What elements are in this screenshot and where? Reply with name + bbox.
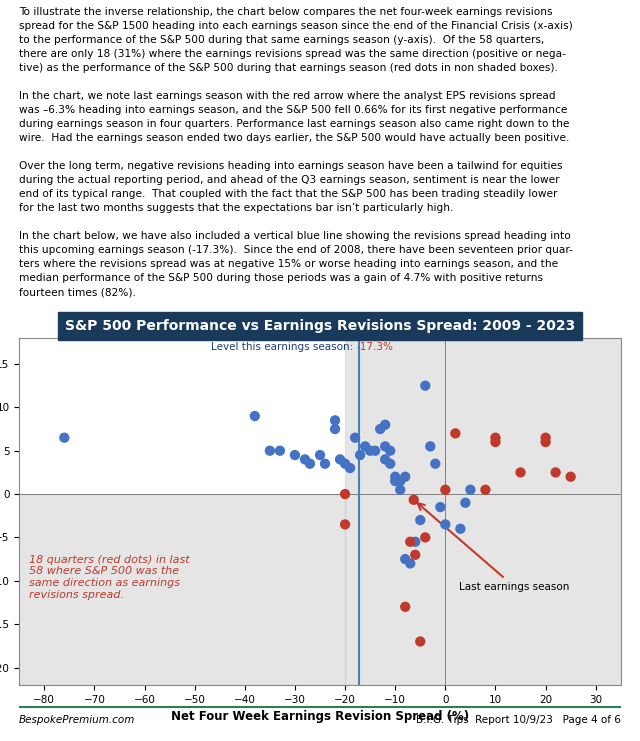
Point bbox=[330, 423, 340, 435]
Point bbox=[340, 519, 350, 531]
Point bbox=[350, 432, 360, 444]
Point bbox=[440, 519, 451, 531]
Point bbox=[400, 554, 410, 565]
Point bbox=[370, 445, 380, 456]
Text: BespokePremium.com: BespokePremium.com bbox=[19, 715, 136, 725]
Point bbox=[385, 445, 396, 456]
Point bbox=[380, 440, 390, 452]
Point bbox=[420, 379, 430, 391]
Point bbox=[415, 514, 426, 526]
Text: Last earnings season: Last earnings season bbox=[418, 503, 569, 591]
Text: To illustrate the inverse relationship, the chart below compares the net four-we: To illustrate the inverse relationship, … bbox=[19, 7, 573, 297]
Point bbox=[380, 453, 390, 465]
Point bbox=[335, 453, 345, 465]
Point bbox=[566, 471, 576, 482]
Point bbox=[390, 471, 401, 482]
Point bbox=[540, 432, 550, 444]
Point bbox=[400, 471, 410, 482]
Point bbox=[340, 488, 350, 500]
Point bbox=[385, 458, 396, 470]
Point bbox=[265, 445, 275, 456]
Point bbox=[330, 414, 340, 426]
Point bbox=[59, 432, 69, 444]
Point bbox=[420, 531, 430, 543]
Point bbox=[415, 636, 426, 648]
Point bbox=[395, 484, 405, 496]
Point bbox=[380, 419, 390, 431]
Point bbox=[360, 440, 370, 452]
Point bbox=[450, 428, 460, 439]
Point bbox=[515, 467, 525, 479]
Point bbox=[275, 445, 285, 456]
Point bbox=[435, 501, 445, 513]
Point bbox=[465, 484, 476, 496]
Point bbox=[390, 475, 401, 487]
Point bbox=[320, 458, 330, 470]
Point bbox=[315, 449, 325, 461]
Point bbox=[490, 436, 500, 448]
Point bbox=[340, 458, 350, 470]
Point bbox=[290, 449, 300, 461]
Point bbox=[408, 494, 419, 505]
Point bbox=[355, 449, 365, 461]
Point bbox=[440, 484, 451, 496]
Point bbox=[300, 453, 310, 465]
Title: S&P 500 Performance vs Earnings Revisions Spread: 2009 - 2023: S&P 500 Performance vs Earnings Revision… bbox=[65, 319, 575, 333]
Point bbox=[455, 523, 465, 535]
Point bbox=[430, 458, 440, 470]
Point bbox=[480, 484, 490, 496]
Text: 18 quarters (red dots) in last
58 where S&P 500 was the
same direction as earnin: 18 quarters (red dots) in last 58 where … bbox=[29, 555, 190, 599]
Point bbox=[490, 432, 500, 444]
Point bbox=[395, 475, 405, 487]
Point bbox=[375, 423, 385, 435]
Text: -17.3%: -17.3% bbox=[356, 342, 393, 352]
Point bbox=[345, 462, 355, 474]
Point bbox=[365, 445, 375, 456]
Text: B.I.G. Tips  Report 10/9/23   Page 4 of 6: B.I.G. Tips Report 10/9/23 Page 4 of 6 bbox=[416, 715, 621, 725]
Point bbox=[410, 549, 420, 561]
Point bbox=[425, 440, 435, 452]
Point bbox=[305, 458, 315, 470]
X-axis label: Net Four Week Earnings Revision Spread (%): Net Four Week Earnings Revision Spread (… bbox=[171, 710, 469, 723]
Point bbox=[460, 496, 470, 508]
Text: Level this earnings season:: Level this earnings season: bbox=[211, 342, 356, 352]
Point bbox=[400, 601, 410, 613]
Point bbox=[540, 436, 550, 448]
Point bbox=[550, 467, 561, 479]
Point bbox=[250, 410, 260, 422]
Point bbox=[405, 536, 415, 548]
Point bbox=[410, 536, 420, 548]
Point bbox=[405, 557, 415, 569]
